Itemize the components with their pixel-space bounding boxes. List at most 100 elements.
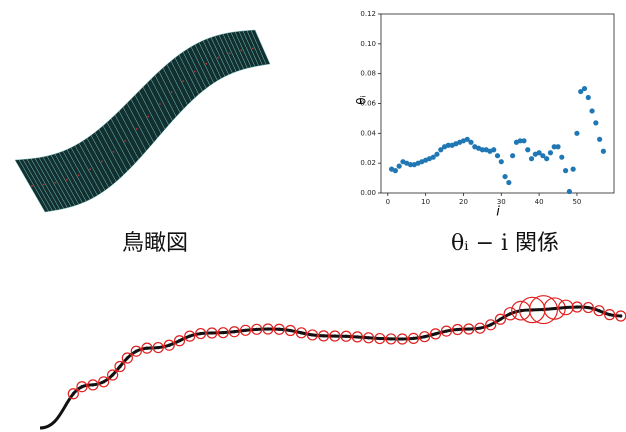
curve-node: [168, 344, 171, 347]
curve-node: [587, 306, 590, 309]
curve-node: [72, 392, 75, 395]
curve-node: [278, 328, 281, 331]
curve-node: [445, 329, 448, 332]
curve-node: [266, 327, 269, 330]
curve-node: [311, 333, 314, 336]
point: [601, 149, 606, 154]
x-tick-label: 0: [386, 198, 390, 206]
curve-node: [478, 327, 481, 330]
ribbon-dot: [229, 52, 231, 54]
point: [434, 152, 439, 157]
curve-node: [111, 373, 114, 376]
curve-node: [412, 337, 415, 340]
curve-node: [233, 330, 236, 333]
point: [574, 131, 579, 136]
ribbon-dot: [43, 184, 45, 186]
y-tick-label: 0.00: [360, 189, 376, 197]
curve-node: [244, 329, 247, 332]
curve-node: [210, 331, 213, 334]
point: [559, 155, 564, 160]
curve-node: [434, 332, 437, 335]
x-tick-label: 10: [421, 198, 430, 206]
x-tick-label: 40: [535, 198, 544, 206]
curve-node: [553, 307, 556, 310]
point: [525, 147, 530, 152]
point: [529, 156, 534, 161]
x-axis-label: i: [496, 205, 500, 220]
point: [393, 168, 398, 173]
point: [571, 167, 576, 172]
point: [502, 174, 507, 179]
curve-node: [322, 334, 325, 337]
point: [499, 159, 504, 164]
point: [593, 120, 598, 125]
ribbon-dot: [136, 128, 138, 130]
curve-node: [499, 318, 502, 321]
curve-node: [356, 335, 359, 338]
curve-node: [597, 309, 600, 312]
point: [495, 153, 500, 158]
point: [555, 144, 560, 149]
curve-node: [91, 383, 94, 386]
ribbon-dot: [78, 174, 80, 176]
point: [567, 189, 572, 194]
ribbon-dot: [124, 140, 126, 142]
x-tick-label: 50: [572, 198, 581, 206]
curve-node: [222, 331, 225, 334]
ribbon-dot: [31, 185, 33, 187]
y-tick-label: 0.08: [360, 70, 376, 78]
y-tick-label: 0.10: [360, 40, 376, 48]
curve-node: [199, 332, 202, 335]
curve-node: [367, 336, 370, 339]
ribbon-dot: [54, 182, 56, 184]
ribbon-dot: [159, 103, 161, 105]
ribbon-dot: [182, 80, 184, 82]
curve-view: [40, 296, 626, 428]
curve-node: [80, 385, 83, 388]
ribbon-dot: [252, 47, 254, 49]
curve-node: [531, 308, 534, 311]
ribbon-dot: [205, 63, 207, 65]
curve-node: [401, 337, 404, 340]
x-tick-label: 30: [497, 198, 506, 206]
x-tick-label: 20: [459, 198, 468, 206]
ribbon-dot: [194, 71, 196, 73]
y-tick-label: 0.12: [360, 10, 376, 18]
curve-node: [389, 337, 392, 340]
point: [510, 153, 515, 158]
point: [397, 164, 402, 169]
curve-line: [40, 307, 622, 428]
curve-node: [333, 334, 336, 337]
curve-node: [300, 331, 303, 334]
curve-node: [456, 328, 459, 331]
curve-node: [345, 335, 348, 338]
ribbon-dot: [171, 91, 173, 93]
ribbon-dot: [66, 179, 68, 181]
ribbon-dot: [240, 49, 242, 51]
point: [506, 180, 511, 185]
point: [521, 138, 526, 143]
curve-node: [575, 305, 578, 308]
birds-eye-view: [15, 30, 270, 212]
caption: 鳥瞰図: [122, 231, 188, 256]
figure: 鳥瞰図 θᵢ − i 関係 θᵢ i 0.000.020.040.060.080…: [0, 0, 626, 432]
curve-node: [102, 380, 105, 383]
curve-node: [188, 335, 191, 338]
curve-node: [118, 365, 121, 368]
point: [548, 150, 553, 155]
point: [597, 137, 602, 142]
curve-node: [423, 335, 426, 338]
curve-node: [289, 329, 292, 332]
point: [586, 95, 591, 100]
curve-node: [145, 347, 148, 350]
point: [589, 108, 594, 113]
y-tick-label: 0.02: [360, 159, 376, 167]
caption: θᵢ − i 関係: [451, 231, 559, 256]
ribbon-dot: [89, 168, 91, 170]
ribbon-dot: [217, 57, 219, 59]
curve-node: [564, 306, 567, 309]
ribbon-dot: [112, 151, 114, 153]
curve-node: [378, 337, 381, 340]
point: [544, 156, 549, 161]
curve-node: [608, 313, 611, 316]
